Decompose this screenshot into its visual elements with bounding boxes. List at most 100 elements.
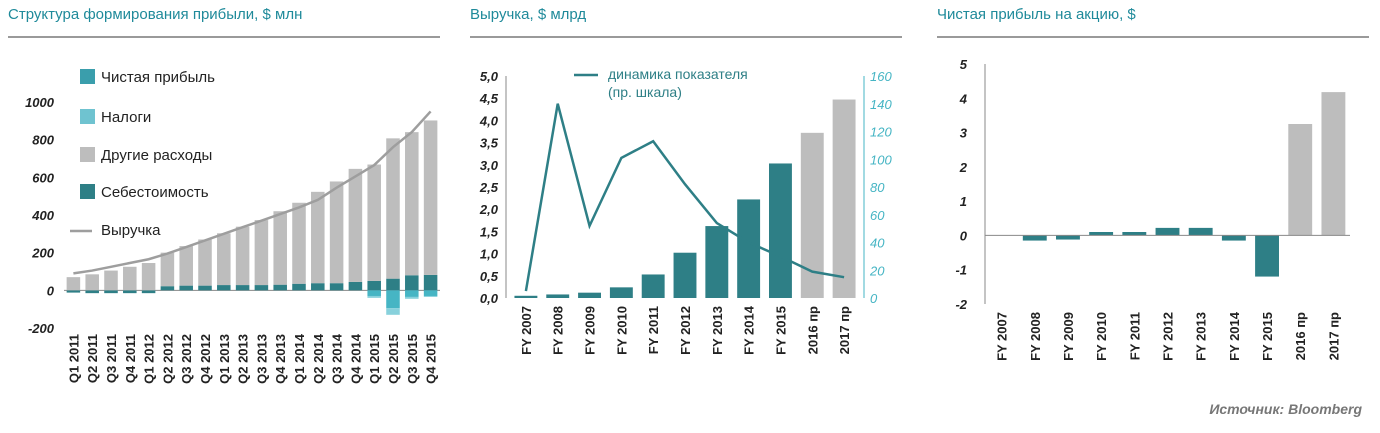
chart1-bar-cost — [423, 274, 438, 291]
chart2-y2tick-label: 160 — [870, 69, 892, 84]
chart1-bar-cost — [348, 281, 363, 291]
chart1-legend-swatch — [80, 147, 95, 162]
chart1-bar-other — [423, 120, 438, 275]
chart1-bar-cost — [329, 283, 344, 291]
chart2-bar — [800, 132, 824, 298]
chart2-xtick-label: FY 2010 — [614, 306, 629, 355]
chart1-bar-other — [405, 132, 419, 276]
chart3-xtick-label: FY 2007 — [995, 312, 1010, 361]
chart1-legend-label: Налоги — [101, 109, 151, 126]
chart1-bar-tax — [405, 290, 419, 297]
chart2-xtick-label: FY 2012 — [678, 306, 693, 355]
chart1-bar-other — [141, 263, 156, 291]
chart2-ytick-label: 2,5 — [479, 180, 499, 195]
chart1-bar-other — [66, 277, 81, 291]
chart2-bar — [832, 99, 856, 298]
chart1-bar-other — [85, 274, 99, 291]
chart1-revenue-line — [73, 110, 432, 275]
chart1-bar-cost — [235, 285, 250, 291]
chart1-bar-cost — [123, 290, 137, 294]
chart1-bar-other — [348, 168, 363, 282]
chart3-title: Чистая прибыль на акцию, $ — [937, 6, 1136, 23]
chart3-ytick-label: -2 — [955, 297, 967, 312]
chart2-xtick-label: FY 2013 — [710, 306, 725, 355]
chart1-legend-swatch — [80, 69, 95, 84]
chart3-ytick-label: 2 — [959, 160, 968, 175]
chart3-ytick-label: 1 — [960, 194, 967, 209]
chart1-xtick-label: Q4 2013 — [273, 334, 288, 384]
chart3-bar — [1321, 92, 1346, 236]
chart1-bar-other — [273, 211, 287, 285]
chart3-bar — [1255, 235, 1279, 277]
chart2-y2tick-label: 100 — [870, 152, 892, 167]
chart3-ytick-label: -1 — [955, 263, 967, 278]
chart2-y2tick-label: 140 — [870, 97, 892, 112]
chart1-bar-cost — [217, 285, 231, 291]
chart1-bar-other — [311, 191, 325, 284]
chart1-bar-cost — [311, 283, 325, 291]
chart1-xtick-label: Q3 2012 — [179, 334, 194, 384]
chart2-title: Выручка, $ млрд — [470, 6, 587, 23]
chart2-y2tick-label: 60 — [870, 208, 885, 223]
chart2-xtick-label: 2016 пр — [805, 306, 820, 354]
chart1-legend-label: Себестоимость — [101, 184, 209, 201]
chart1-bar-tax — [386, 290, 400, 309]
chart1-xtick-label: Q2 2015 — [386, 334, 401, 384]
chart3-bar — [1122, 232, 1147, 236]
chart1-xtick-label: Q2 2012 — [160, 334, 175, 384]
chart2-xtick-label: FY 2011 — [646, 306, 661, 354]
chart2-xtick-label: 2017 пр — [837, 306, 852, 354]
chart3-bar — [1221, 235, 1246, 241]
chart1-xtick-label: Q1 2015 — [367, 334, 382, 384]
chart1-bar-cost — [141, 290, 156, 294]
chart2-bar — [514, 295, 538, 298]
chart2-legend-label: (пр. шкала) — [608, 84, 682, 100]
chart2-xtick-label: FY 2015 — [773, 306, 788, 355]
chart1-bar-tax — [423, 290, 438, 296]
chart1-bar-cost — [386, 278, 400, 291]
chart1-bar-net — [405, 296, 419, 299]
chart1-bar-other — [235, 226, 250, 286]
chart1-bar-net — [367, 295, 381, 298]
chart1-xtick-label: Q3 2013 — [254, 334, 269, 384]
chart2-ytick-label: 4,5 — [479, 91, 499, 106]
chart1-bar-other — [367, 164, 381, 281]
chart1-bar-other — [329, 181, 344, 284]
chart2-xtick-label: FY 2007 — [519, 306, 534, 355]
chart1-legend-label: Другие расходы — [101, 147, 212, 164]
chart3-ytick-label: 3 — [960, 126, 968, 141]
chart3-bar — [1188, 227, 1213, 236]
chart1-title: Структура формирования прибыли, $ млн — [8, 6, 303, 23]
chart2-bar — [641, 274, 665, 298]
chart1-bar-net — [386, 308, 400, 315]
chart1-bar-tax — [367, 290, 381, 296]
chart1-bar-cost — [273, 284, 287, 291]
chart1-xtick-label: Q4 2012 — [198, 334, 213, 384]
chart1-bar-cost — [179, 285, 193, 291]
chart1-bar-other — [254, 220, 269, 286]
source-note: Источник: Bloomberg — [1209, 401, 1362, 417]
chart2-ytick-label: 2,0 — [479, 202, 499, 217]
chart1-xtick-label: Q1 2014 — [292, 333, 307, 384]
chart1-xtick-label: Q2 2013 — [236, 334, 251, 384]
chart1-legend-swatch — [80, 184, 95, 199]
chart1-bar-other — [292, 202, 306, 284]
chart1-ytick-label: 0 — [47, 283, 55, 298]
chart1-bar-other — [179, 246, 193, 286]
chart1-legend-label: Чистая прибыль — [101, 69, 215, 86]
chart1-xtick-label: Q1 2011 — [66, 334, 81, 383]
chart1-rule — [8, 36, 440, 38]
chart1-xtick-label: Q2 2014 — [311, 333, 326, 384]
chart2-ytick-label: 5,0 — [480, 69, 499, 84]
chart1-ytick-label: -200 — [28, 321, 55, 336]
chart2-ytick-label: 4,0 — [479, 113, 499, 128]
chart2-bar — [769, 163, 792, 298]
chart1-legend-swatch — [80, 109, 95, 124]
chart3-bar — [1022, 235, 1047, 241]
chart2-y2tick-label: 20 — [869, 263, 885, 278]
chart1-ytick-label: 800 — [32, 133, 54, 148]
chart1-xtick-label: Q3 2015 — [405, 334, 420, 384]
chart3-ytick-label: 4 — [959, 91, 968, 106]
chart2-bar — [673, 252, 697, 298]
